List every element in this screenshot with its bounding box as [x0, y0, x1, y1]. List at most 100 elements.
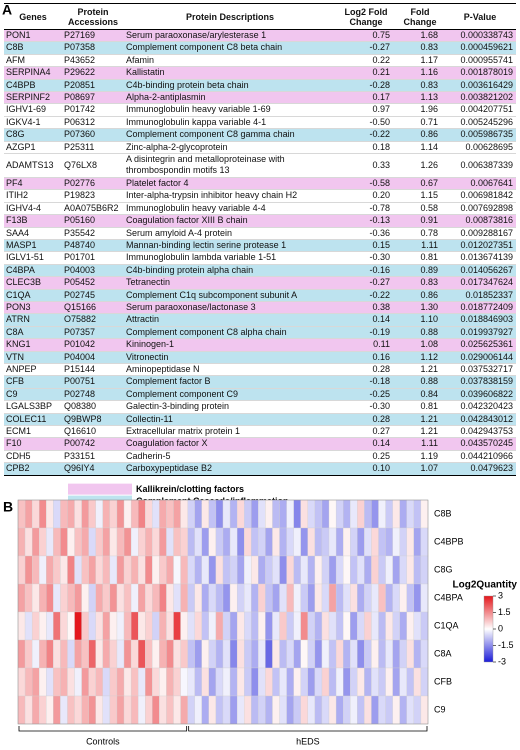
heatmap-cell [229, 499, 238, 529]
group-bracket [188, 726, 428, 732]
table-cell: 1.26 [396, 153, 444, 178]
heatmap-cell [102, 499, 111, 529]
heatmap-cell [60, 611, 68, 641]
table-cell: LGALS3BP [4, 400, 62, 414]
heatmap-cell [265, 695, 273, 725]
heatmap-cell [17, 667, 26, 697]
colorbar-tick-label: -1.5 [498, 640, 514, 650]
table-cell: 0.27 [336, 425, 396, 439]
heatmap-cell [272, 667, 280, 697]
heatmap-cell [265, 555, 273, 585]
heatmap-cell [350, 527, 358, 557]
table-cell: C4BPA [4, 264, 62, 278]
table-cell: SAA4 [4, 227, 62, 240]
table-cell: Galectin-3-binding protein [124, 400, 336, 414]
heatmap-cell [24, 639, 33, 669]
table-cell: 0.83 [396, 41, 444, 55]
heatmap-cell [53, 499, 61, 529]
table-row: IGHV1-69 P01742 Immunoglobulin heavy varia… [4, 103, 516, 117]
row-label: C1QA [434, 620, 459, 630]
heatmap-cell [95, 611, 103, 641]
heatmap-cell [159, 639, 167, 669]
table-row: C4BPA P04003 C4b-binding protein alpha cha… [4, 264, 516, 278]
table-row: C1QA P02745 Complement C1q subcomponent su… [4, 289, 516, 302]
heatmap-cell [201, 639, 210, 669]
table-cell: 0.018846903 [444, 313, 516, 327]
table-cell: 0.001878019 [444, 66, 516, 80]
table-cell: Cadherin-5 [124, 450, 336, 464]
heatmap-cell [399, 527, 407, 557]
heatmap-cell [406, 583, 415, 613]
table-cell: Kallistatin [124, 66, 336, 80]
heatmap-cell [357, 499, 365, 529]
table-cell: -0.22 [336, 289, 396, 302]
heatmap-cell [46, 527, 54, 557]
heatmap-cell [413, 667, 422, 697]
heatmap-cell [88, 667, 96, 697]
table-cell: 1.21 [396, 363, 444, 377]
heatmap-cell [328, 611, 337, 641]
heatmap-cell [17, 499, 26, 529]
table-cell: -0.78 [336, 202, 396, 216]
table-cell: 0.14 [336, 313, 396, 327]
heatmap-cell [53, 611, 61, 641]
heatmap-cell [67, 667, 75, 697]
heatmap-cell [39, 555, 47, 585]
table-cell: IGLV1-51 [4, 251, 62, 265]
table-row: AZGP1 P25311 Zinc-alpha-2-glycoprotein 0.18… [4, 141, 516, 155]
heatmap-cell [130, 499, 139, 529]
heatmap-cell [364, 639, 372, 669]
heatmap-cell [378, 695, 386, 725]
heatmap-cell [46, 555, 54, 585]
heatmap-cell [321, 667, 330, 697]
table-cell: CPB2 [4, 462, 62, 476]
table-cell: P05452 [62, 276, 124, 290]
column-header: Fold Change [396, 3, 444, 30]
heatmap-cell [300, 527, 308, 557]
heatmap-frame [17, 499, 429, 725]
table-cell: AZGP1 [4, 141, 62, 155]
heatmap-cell [130, 527, 139, 557]
table-cell: -0.27 [336, 41, 396, 55]
heatmap-cell [138, 583, 146, 613]
table-cell: 0.83 [396, 276, 444, 290]
heatmap-cell [222, 499, 231, 529]
heatmap-cell [152, 667, 160, 697]
table-cell: Extracellular matrix protein 1 [124, 425, 336, 439]
heatmap-cell [272, 611, 280, 641]
table-cell: 0.18 [336, 141, 396, 155]
heatmap-cell [81, 583, 89, 613]
heatmap-cell [60, 583, 68, 613]
table-cell: Carboxypeptidase B2 [124, 462, 336, 476]
heatmap-cell [39, 583, 47, 613]
heatmap-cell [180, 499, 188, 529]
heatmap-cell [258, 583, 266, 613]
table-cell: Alpha-2-antiplasmin [124, 91, 336, 105]
heatmap-cell [109, 611, 118, 641]
table-cell: 0.14 [336, 437, 396, 451]
heatmap-cell [138, 555, 146, 585]
table-cell: O75882 [62, 313, 124, 327]
heatmap-cell [307, 639, 316, 669]
heatmap-cell [371, 611, 379, 641]
heatmap-cell [279, 527, 287, 557]
heatmap-cell [265, 527, 273, 557]
heatmap-cell [138, 499, 146, 529]
heatmap-cell [321, 527, 330, 557]
heatmap-cell [371, 667, 379, 697]
heatmap-cell [286, 527, 294, 557]
table-cell: Immunoglobulin heavy variable 1-69 [124, 103, 336, 117]
heatmap-cell [399, 695, 407, 725]
heatmap-cell [194, 639, 202, 669]
heatmap-cell [328, 527, 337, 557]
heatmap-cell [420, 499, 429, 529]
table-cell: 0.25 [336, 450, 396, 464]
heatmap-cell [138, 695, 146, 725]
table-cell: 0.81 [396, 400, 444, 414]
heatmap-cell [293, 499, 301, 529]
table-cell: Complement factor B [124, 375, 336, 389]
heatmap-cell [24, 611, 33, 641]
table-row: VTN P04004 Vitronectin 0.16 1.12 0.029006144 [4, 351, 516, 364]
table-cell: C4b-binding protein alpha chain [124, 264, 336, 278]
table-cell: Complement component C8 alpha chain [124, 326, 336, 340]
